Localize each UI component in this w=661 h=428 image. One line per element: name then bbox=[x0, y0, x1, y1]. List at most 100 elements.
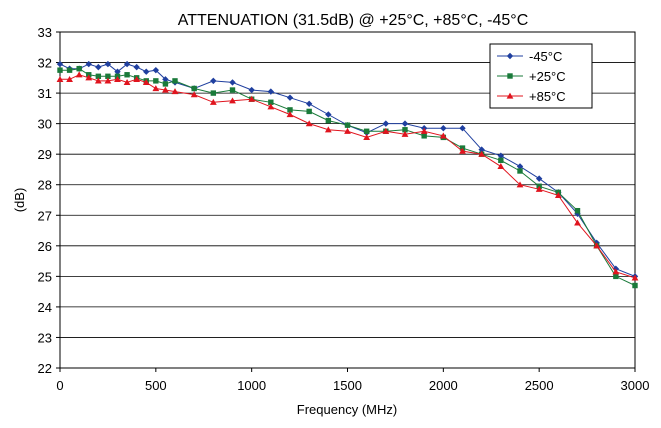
data-point bbox=[171, 88, 179, 95]
data-point bbox=[66, 75, 73, 82]
data-point bbox=[478, 146, 485, 153]
data-point bbox=[75, 71, 83, 78]
data-point bbox=[498, 157, 504, 163]
data-point bbox=[56, 75, 64, 82]
data-point bbox=[152, 66, 160, 74]
data-point bbox=[363, 133, 371, 140]
data-point bbox=[57, 67, 63, 73]
data-point bbox=[162, 81, 169, 87]
data-point bbox=[535, 185, 543, 192]
data-point bbox=[229, 87, 236, 93]
y-tick-label: 32 bbox=[38, 56, 52, 71]
data-point bbox=[439, 132, 447, 139]
data-point bbox=[497, 163, 505, 169]
data-point bbox=[382, 127, 390, 134]
data-point bbox=[153, 78, 159, 84]
data-point bbox=[613, 273, 619, 280]
data-point bbox=[248, 86, 255, 94]
x-tick-label: 2000 bbox=[429, 378, 458, 393]
data-point bbox=[124, 72, 130, 78]
y-tick-label: 26 bbox=[38, 239, 52, 254]
data-point bbox=[142, 79, 150, 85]
data-point bbox=[123, 60, 131, 68]
legend-label: +85°C bbox=[529, 89, 566, 104]
data-point bbox=[229, 97, 236, 104]
data-point bbox=[267, 103, 275, 110]
y-tick-label: 31 bbox=[38, 86, 52, 101]
data-point bbox=[95, 63, 102, 71]
data-point bbox=[402, 127, 408, 133]
data-point bbox=[229, 79, 236, 86]
y-tick-label: 24 bbox=[38, 300, 52, 315]
data-point bbox=[574, 207, 581, 214]
data-point bbox=[190, 91, 198, 98]
chart-title: ATTENUATION (31.5dB) @ +25°C, +85°C, -45… bbox=[178, 12, 529, 29]
data-point bbox=[162, 86, 169, 93]
legend-item: +25°C bbox=[497, 69, 566, 84]
data-point bbox=[56, 60, 64, 68]
data-point bbox=[632, 282, 638, 289]
data-point bbox=[133, 75, 141, 82]
legend-marker bbox=[506, 92, 514, 99]
data-point bbox=[459, 125, 466, 132]
legend-marker bbox=[506, 52, 514, 60]
data-point bbox=[104, 60, 112, 68]
legend: -45°C +25°C +85°C bbox=[489, 43, 593, 109]
data-point bbox=[305, 120, 313, 127]
x-axis-ticks: 0 500 1000 1500 2000 2500 3000 bbox=[56, 368, 649, 393]
x-tick-label: 0 bbox=[56, 378, 63, 393]
data-point bbox=[478, 150, 486, 157]
data-point bbox=[209, 98, 217, 105]
data-point bbox=[248, 95, 256, 102]
data-point bbox=[114, 68, 121, 75]
y-tick-label: 30 bbox=[38, 117, 52, 132]
series-3 bbox=[56, 71, 639, 281]
data-point bbox=[516, 163, 524, 170]
data-point bbox=[421, 133, 427, 139]
y-tick-label: 33 bbox=[38, 25, 52, 40]
data-point bbox=[631, 274, 639, 281]
x-tick-label: 2500 bbox=[525, 378, 554, 393]
data-point bbox=[286, 94, 294, 101]
data-point bbox=[162, 76, 169, 83]
data-point bbox=[363, 128, 370, 134]
data-point bbox=[420, 127, 428, 134]
x-tick-label: 1000 bbox=[237, 378, 266, 393]
data-point bbox=[325, 117, 332, 124]
data-point bbox=[76, 65, 82, 72]
data-point bbox=[516, 181, 524, 188]
y-axis-label: (dB) bbox=[12, 188, 27, 213]
data-point bbox=[104, 77, 112, 84]
data-point bbox=[133, 63, 140, 71]
data-point bbox=[114, 75, 121, 82]
data-point bbox=[210, 77, 217, 85]
data-point bbox=[517, 168, 523, 174]
legend-label: +25°C bbox=[529, 69, 566, 84]
legend-label: -45°C bbox=[529, 49, 562, 64]
x-axis-label: Frequency (MHz) bbox=[297, 402, 397, 417]
data-point bbox=[593, 242, 601, 249]
x-tick-label: 1500 bbox=[333, 378, 362, 393]
data-point bbox=[268, 99, 274, 105]
data-point bbox=[286, 111, 294, 118]
y-tick-label: 22 bbox=[38, 361, 52, 376]
data-point bbox=[94, 77, 102, 84]
data-point bbox=[172, 78, 178, 84]
data-point bbox=[382, 120, 390, 127]
data-point bbox=[105, 73, 111, 79]
data-point bbox=[95, 73, 102, 79]
data-point bbox=[554, 192, 562, 199]
y-tick-label: 27 bbox=[38, 208, 52, 223]
data-point bbox=[191, 85, 197, 92]
data-point bbox=[440, 125, 447, 132]
data-point bbox=[66, 67, 73, 73]
y-axis-ticks: 22 23 24 25 26 27 28 29 30 31 32 33 bbox=[38, 25, 60, 376]
data-point bbox=[497, 152, 505, 159]
data-point bbox=[85, 74, 93, 81]
data-point bbox=[287, 107, 293, 113]
x-tick-label: 500 bbox=[145, 378, 167, 393]
y-tick-label: 25 bbox=[38, 269, 52, 284]
y-tick-label: 28 bbox=[38, 178, 52, 193]
data-point bbox=[574, 219, 581, 226]
